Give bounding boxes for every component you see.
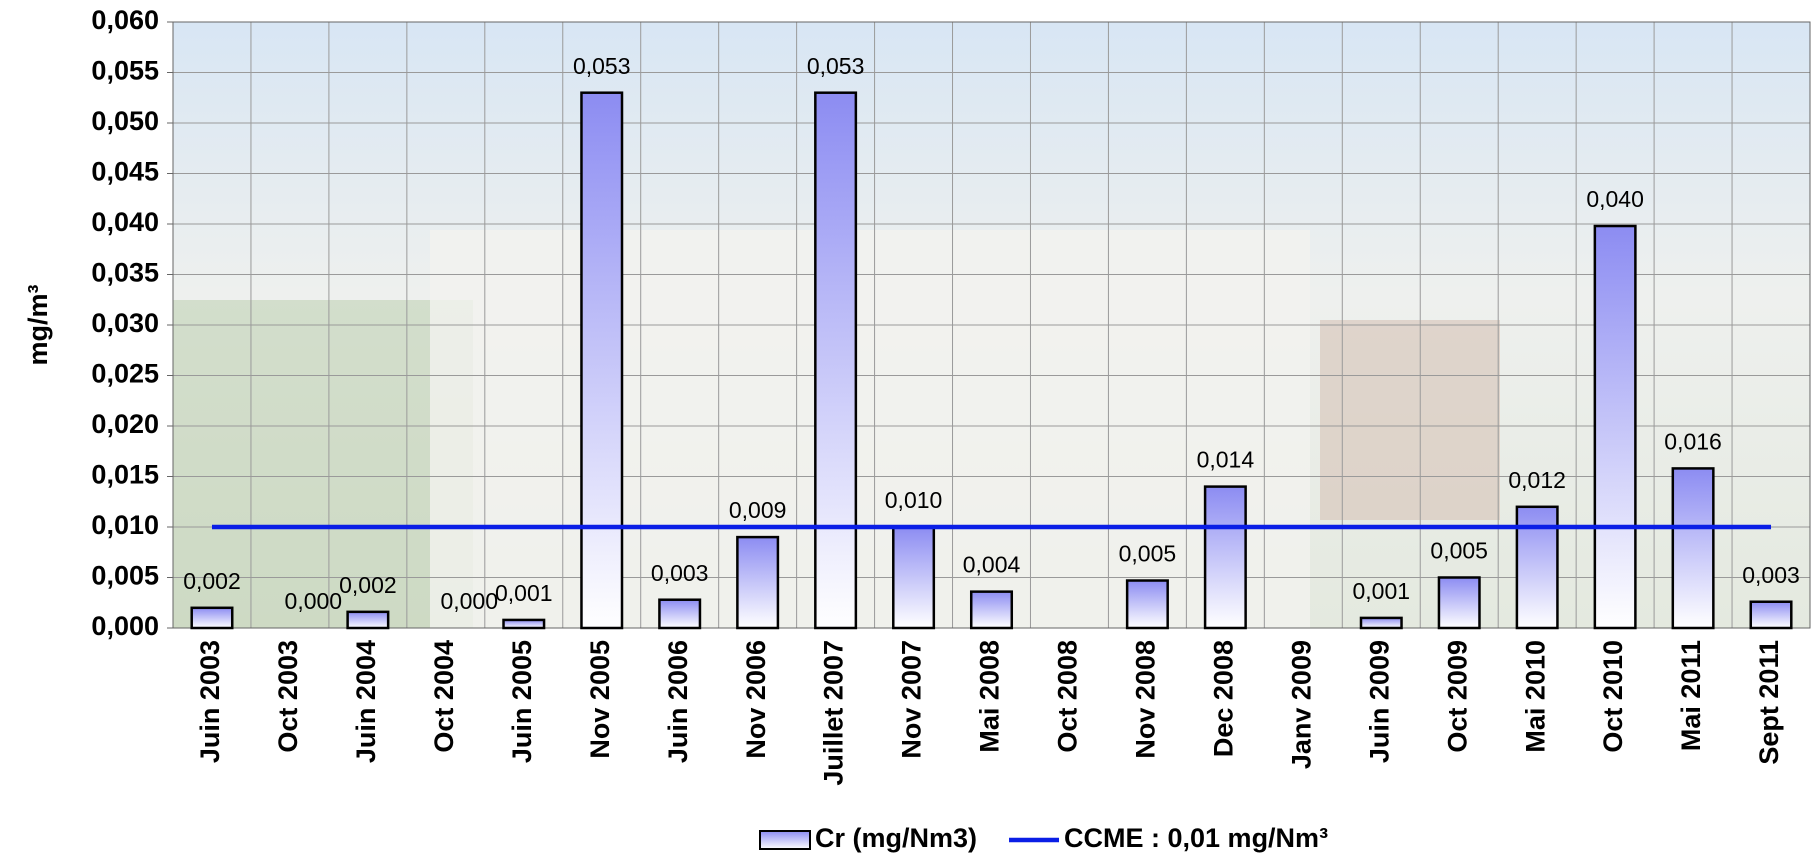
x-tick-label: Juin 2009: [1364, 640, 1394, 763]
legend-label: Cr (mg/Nm3): [815, 823, 977, 853]
data-label: 0,053: [807, 53, 865, 79]
data-label: 0,001: [495, 580, 553, 606]
x-tick-label: Nov 2005: [585, 640, 615, 759]
data-label: 0,005: [1119, 541, 1177, 567]
y-tick-label: 0,030: [91, 308, 159, 338]
data-label: 0,012: [1508, 467, 1566, 493]
x-tick-label: Mai 2011: [1676, 640, 1706, 751]
x-tick-label: Nov 2007: [897, 640, 927, 759]
data-label: 0,002: [339, 572, 397, 598]
y-tick-label: 0,005: [91, 561, 159, 591]
x-tick-label: Oct 2008: [1053, 640, 1083, 753]
photo-tree: [173, 300, 473, 628]
data-label: 0,001: [1352, 578, 1410, 604]
x-tick-label: Sept 2011: [1754, 640, 1784, 765]
data-label: 0,004: [963, 552, 1021, 578]
y-tick-label: 0,000: [91, 611, 159, 641]
data-label: 0,053: [573, 53, 631, 79]
y-tick-label: 0,050: [91, 106, 159, 136]
x-tick-label: Nov 2008: [1131, 640, 1161, 759]
x-tick-label: Juillet 2007: [819, 640, 849, 786]
bar: [346, 610, 390, 630]
x-tick-label: Dec 2008: [1208, 640, 1238, 757]
bar: [969, 590, 1014, 630]
bar: [190, 606, 234, 630]
y-tick-label: 0,015: [91, 460, 159, 490]
x-tick-label: Juin 2005: [507, 640, 537, 763]
x-tick-label: Mai 2008: [975, 640, 1005, 753]
bar: [580, 91, 624, 630]
y-axis-label: mg/m³: [23, 284, 53, 365]
y-tick-label: 0,060: [91, 5, 159, 35]
data-label: 0,003: [651, 560, 709, 586]
y-tick-label: 0,055: [91, 56, 159, 86]
bar: [1749, 600, 1793, 630]
x-tick-label: Juin 2006: [663, 640, 693, 763]
y-tick-label: 0,010: [91, 510, 159, 540]
bar: [1671, 467, 1715, 630]
x-tick-label: Juin 2004: [351, 640, 381, 763]
y-tick-label: 0,045: [91, 157, 159, 187]
legend-label: CCME : 0,01 mg/Nm³: [1064, 823, 1328, 853]
y-tick-label: 0,035: [91, 258, 159, 288]
data-label: 0,016: [1664, 428, 1722, 454]
x-tick-label: Oct 2003: [273, 640, 303, 753]
y-tick-label: 0,040: [91, 207, 159, 237]
data-label: 0,040: [1586, 186, 1644, 212]
y-tick-label: 0,025: [91, 359, 159, 389]
x-tick-label: Janv 2009: [1286, 640, 1316, 769]
data-label: 0,003: [1742, 562, 1800, 588]
y-tick-label: 0,020: [91, 409, 159, 439]
legend-swatch: [759, 830, 811, 850]
bar: [736, 535, 780, 630]
x-tick-label: Juin 2003: [195, 640, 225, 763]
x-tick-label: Oct 2010: [1598, 640, 1628, 753]
data-label: 0,000: [285, 588, 343, 614]
data-label: 0,009: [729, 497, 787, 523]
bar: [892, 525, 936, 630]
photo-building: [430, 230, 1310, 628]
x-tick-label: Mai 2010: [1520, 640, 1550, 753]
data-label: 0,010: [885, 487, 943, 513]
bar: [1437, 576, 1481, 630]
bar: [1593, 224, 1637, 630]
data-label: 0,000: [440, 588, 498, 614]
bar: [1359, 616, 1403, 630]
data-label: 0,014: [1197, 447, 1255, 473]
data-label: 0,002: [183, 568, 241, 594]
x-tick-label: Oct 2009: [1442, 640, 1472, 753]
bar: [1125, 579, 1169, 630]
x-tick-label: Oct 2004: [429, 640, 459, 753]
data-label: 0,005: [1430, 538, 1488, 564]
bar: [814, 91, 858, 630]
bar: [658, 598, 702, 630]
bar: [1203, 485, 1247, 630]
bar: [502, 618, 546, 630]
x-tick-label: Nov 2006: [741, 640, 771, 759]
photo-building: [1320, 320, 1500, 520]
